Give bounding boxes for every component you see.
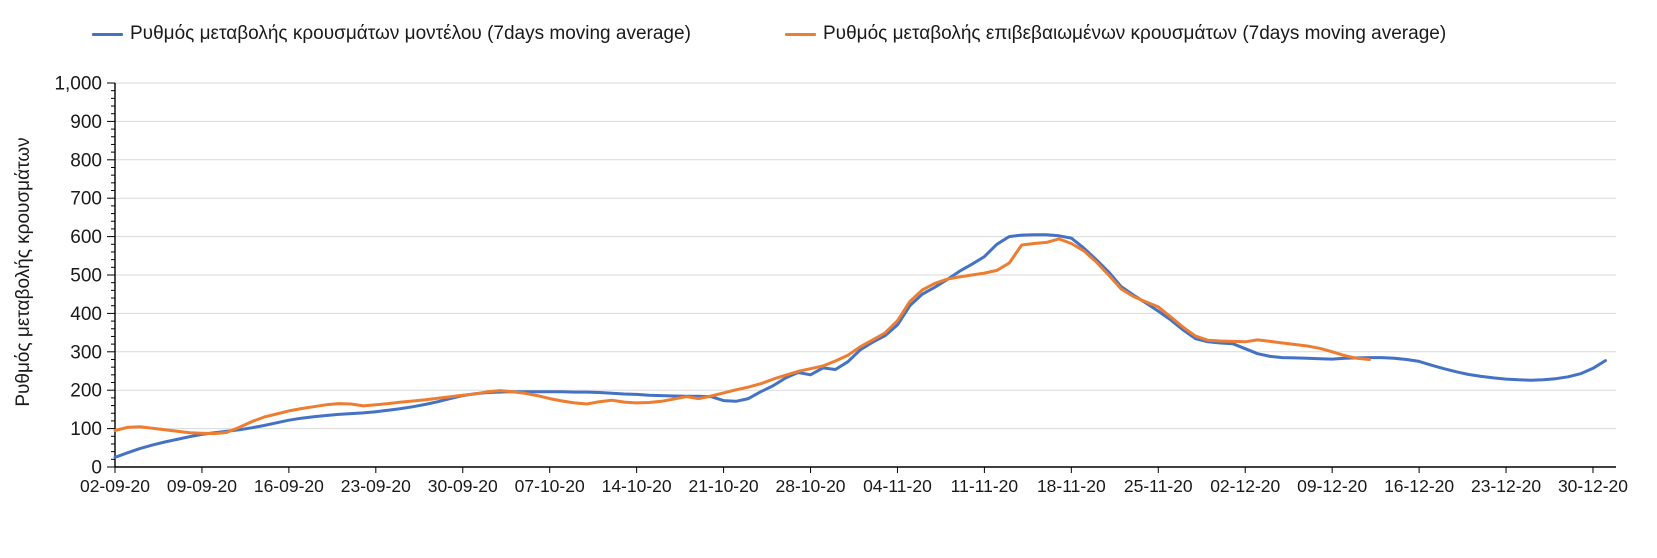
y-tick-label: 400 [70,304,102,325]
x-tick-label: 02-12-20 [1210,476,1280,496]
x-tick-label: 16-09-20 [254,476,324,496]
y-tick-label: 200 [70,381,102,402]
x-tick-label: 02-09-20 [80,476,150,496]
x-tick-label: 07-10-20 [515,476,585,496]
y-tick-label: 500 [70,266,102,287]
x-tick-label: 25-11-20 [1124,476,1193,496]
y-tick-label: 800 [70,150,102,171]
x-tick-label: 16-12-20 [1384,476,1454,496]
y-tick-label: 900 [70,112,102,133]
y-tick-label: 0 [91,458,102,479]
x-tick-label: 28-10-20 [775,476,845,496]
x-tick-label: 23-12-20 [1471,476,1541,496]
x-tick-label: 23-09-20 [341,476,411,496]
x-tick-label: 09-12-20 [1297,476,1367,496]
legend-line-sample-orange [785,32,816,36]
x-tick-label: 04-11-20 [863,476,932,496]
y-tick-label: 1,000 [54,74,102,95]
x-tick-label: 09-09-20 [167,476,237,496]
legend-label-confirmed: Ρυθμός μεταβολής επιβεβαιωμένων κρουσμάτ… [823,23,1447,44]
y-tick-label: 300 [70,342,102,363]
y-tick-label: 600 [70,227,102,248]
x-tick-label: 18-11-20 [1037,476,1106,496]
x-tick-label: 30-12-20 [1558,476,1628,496]
x-tick-label: 14-10-20 [602,476,672,496]
legend-item-model: Ρυθμός μεταβολής κρουσμάτων μοντέλου (7d… [92,23,691,45]
y-tick-label: 100 [70,419,102,440]
legend-label-model: Ρυθμός μεταβολής κρουσμάτων μοντέλου (7d… [130,23,691,44]
y-tick-label: 700 [70,189,102,210]
x-tick-label: 30-09-20 [428,476,498,496]
x-tick-label: 11-11-20 [951,476,1019,496]
series-line-confirmed [113,237,1371,436]
legend-line-sample-blue [92,32,123,36]
x-tick-label: 21-10-20 [689,476,759,496]
legend-item-confirmed: Ρυθμός μεταβολής επιβεβαιωμένων κρουσμάτ… [785,23,1446,45]
